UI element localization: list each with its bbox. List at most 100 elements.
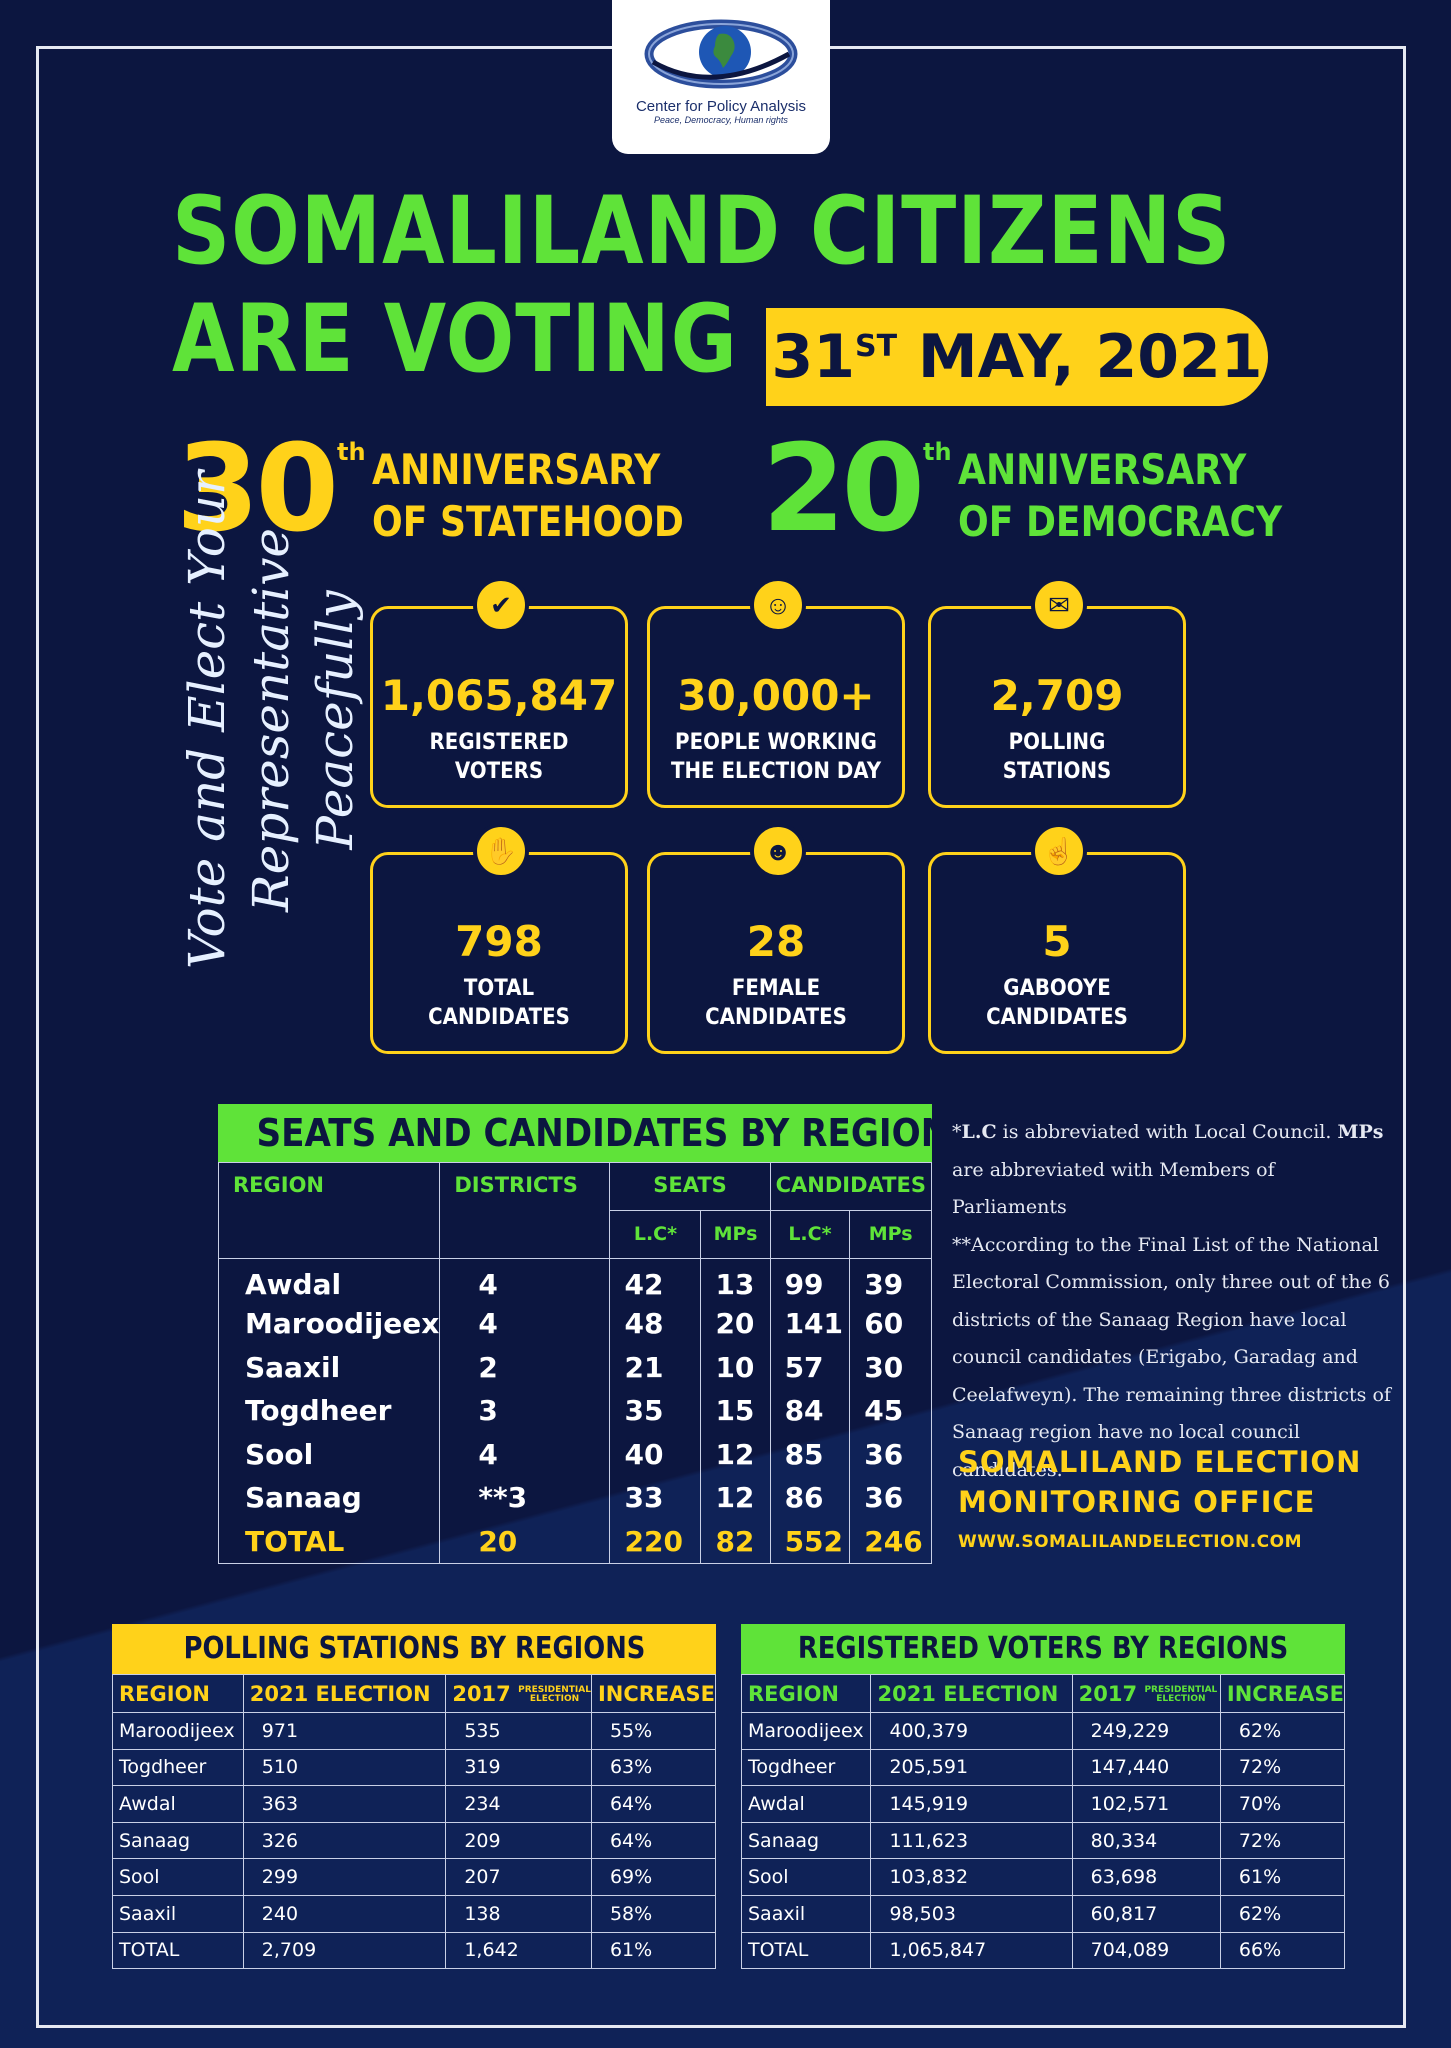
value-cell: 299 <box>242 1858 447 1896</box>
raised-hands-icon: ✋ <box>473 823 529 879</box>
seats-table: REGION DISTRICTS SEATS CANDIDATES L.C* M… <box>217 1162 933 1564</box>
region-cell: Maroodijeex <box>217 1302 441 1346</box>
table-row: Saaxil 240 138 58% <box>112 1894 717 1933</box>
table-row: Sool 103,832 63,698 61% <box>740 1858 1346 1896</box>
anniversary-number: 20 <box>762 420 925 559</box>
value-cell: 21 <box>609 1345 702 1389</box>
value-cell: 209 <box>445 1821 592 1860</box>
table-row: Awdal 145,919 102,571 70% <box>740 1785 1346 1823</box>
table-row: Sanaag 111,623 80,334 72% <box>740 1821 1346 1860</box>
value-cell: 141 <box>769 1302 851 1346</box>
table-row: Togdheer 510 319 63% <box>112 1748 717 1787</box>
table-row: Saaxil 2 21 10 57 30 <box>217 1345 932 1389</box>
stat-card-female-candidates: ☻ 28 FEMALE CANDIDATES <box>647 823 905 1054</box>
value-cell: 102,571 <box>1071 1785 1221 1823</box>
header-region: REGION <box>217 1162 441 1259</box>
title-line-1: SOMALILAND CITIZENS <box>172 177 1232 286</box>
region-cell: Sanaag <box>112 1821 244 1860</box>
stat-value: 5 <box>1042 917 1072 966</box>
value-cell: 400,379 <box>870 1712 1073 1750</box>
value-cell: 147,440 <box>1071 1748 1221 1787</box>
value-cell: 10 <box>700 1345 771 1389</box>
value-cell: 84 <box>769 1389 851 1433</box>
value-cell: 61% <box>1219 1858 1346 1896</box>
stat-card-election-workers: ☺ 30,000+ PEOPLE WORKING THE ELECTION DAY <box>647 577 905 808</box>
table-row: Awdal 363 234 64% <box>112 1785 717 1823</box>
value-cell: **3 <box>439 1476 611 1520</box>
value-cell: 319 <box>445 1748 592 1787</box>
stat-card-polling-stations: ✉ 2,709 POLLING STATIONS <box>928 577 1186 808</box>
header-candidates: CANDIDATES <box>769 1162 933 1211</box>
value-cell: 86 <box>769 1476 851 1520</box>
header-region: REGION <box>740 1674 872 1713</box>
stat-value: 1,065,847 <box>380 671 618 720</box>
value-cell: 40 <box>609 1432 702 1476</box>
value-cell: 45 <box>849 1389 932 1433</box>
logo-tagline: Peace, Democracy, Human rights <box>654 115 788 125</box>
footnote-sanaag: **According to the Final List of the Nat… <box>952 1233 1391 1481</box>
value-cell: 1,065,847 <box>870 1931 1073 1970</box>
stat-label: FEMALE CANDIDATES <box>705 976 847 1030</box>
office-website: WWW.SOMALILANDELECTION.COM <box>958 1532 1303 1552</box>
region-cell: Awdal <box>112 1785 244 1823</box>
region-cell: TOTAL <box>740 1931 872 1970</box>
office-line-1: SOMALILAND ELECTION <box>958 1445 1362 1479</box>
value-cell: 20 <box>700 1302 771 1346</box>
value-cell: 72% <box>1219 1821 1346 1860</box>
value-cell: 63% <box>590 1748 717 1787</box>
value-cell: 64% <box>590 1785 717 1823</box>
anniversary-suffix: th <box>337 438 366 466</box>
stat-value: 30,000+ <box>677 671 875 720</box>
table-row: Sool 4 40 12 85 36 <box>217 1432 932 1476</box>
value-cell: 60 <box>849 1302 932 1346</box>
registered-voters-table: REGISTERED VOTERS BY REGIONS REGION 2021… <box>740 1624 1346 1970</box>
anniversary-statehood: 30 th ANNIVERSARY OF STATEHOOD <box>176 430 734 550</box>
header-2017: 2017 PRESIDENTIAL ELECTION <box>445 1674 592 1713</box>
slogan-script: Vote and Elect Your Representative Peace… <box>175 440 364 1000</box>
value-cell: 36 <box>849 1476 932 1520</box>
region-cell: Togdheer <box>217 1389 441 1433</box>
region-cell: Sool <box>740 1858 872 1896</box>
value-cell: 220 <box>609 1519 702 1564</box>
value-cell: 39 <box>849 1258 932 1302</box>
globe-logo-icon <box>644 19 798 89</box>
table-row: Togdheer 205,591 147,440 72% <box>740 1748 1346 1787</box>
slogan-line-1: Vote and Elect Your <box>178 470 236 970</box>
value-cell: 62% <box>1219 1894 1346 1933</box>
anniversary-line-1: ANNIVERSARY <box>371 445 660 494</box>
value-cell: 35 <box>609 1389 702 1433</box>
stat-card-total-candidates: ✋ 798 TOTAL CANDIDATES <box>370 823 628 1054</box>
value-cell: 2 <box>439 1345 611 1389</box>
value-cell: 62% <box>1219 1712 1346 1750</box>
value-cell: 36 <box>849 1432 932 1476</box>
header-seats-lc: L.C* <box>609 1210 702 1259</box>
table-row: TOTAL 1,065,847 704,089 66% <box>740 1931 1346 1970</box>
value-cell: 20 <box>439 1519 611 1564</box>
footnotes: *L.C is abbreviated with Local Council. … <box>952 1121 1391 1481</box>
value-cell: 4 <box>439 1432 611 1476</box>
woman-hijab-icon: ☻ <box>750 823 806 879</box>
stat-value: 2,709 <box>990 671 1124 720</box>
region-cell: Saaxil <box>740 1894 872 1933</box>
header-increase: INCREASE <box>1219 1674 1346 1713</box>
header-candidates-mps: MPs <box>849 1210 932 1259</box>
date-day: 31 <box>771 322 855 392</box>
slogan-line-2: Representative Peacefully <box>242 528 364 913</box>
header-region: REGION <box>112 1674 244 1713</box>
value-cell: 58% <box>590 1894 717 1933</box>
value-cell: 70% <box>1219 1785 1346 1823</box>
value-cell: 205,591 <box>870 1748 1073 1787</box>
table-row: TOTAL 2,709 1,642 61% <box>112 1931 717 1970</box>
value-cell: 80,334 <box>1071 1821 1221 1860</box>
region-cell: Sanaag <box>740 1821 872 1860</box>
value-cell: 63,698 <box>1071 1858 1221 1896</box>
value-cell: 103,832 <box>870 1858 1073 1896</box>
table-row: Sanaag 326 209 64% <box>112 1821 717 1860</box>
region-cell: Sool <box>112 1858 244 1896</box>
stat-label: REGISTERED VOTERS <box>429 730 569 784</box>
table-row: TOTAL 20 220 82 552 246 <box>217 1519 932 1564</box>
value-cell: 66% <box>1219 1931 1346 1970</box>
value-cell: 57 <box>769 1345 851 1389</box>
stat-label: GABOOYE CANDIDATES <box>986 976 1128 1030</box>
value-cell: 69% <box>590 1858 717 1896</box>
